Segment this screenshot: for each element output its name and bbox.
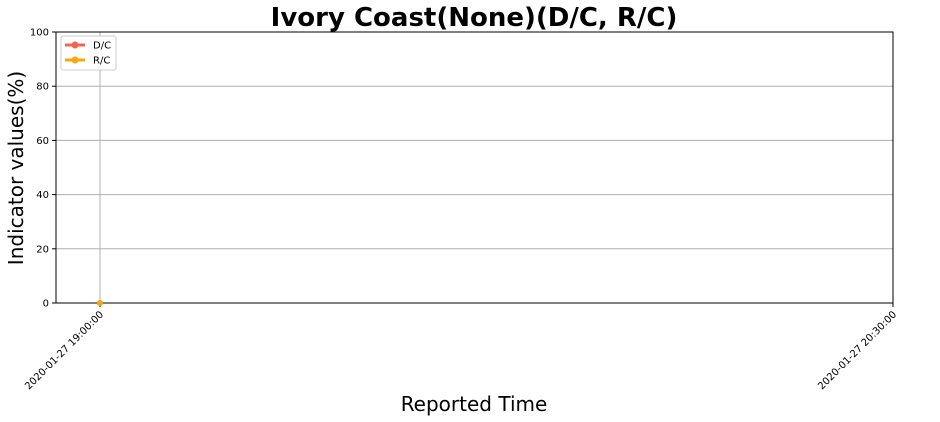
data-point bbox=[97, 300, 103, 306]
y-tick-label: 0 bbox=[43, 299, 49, 310]
x-axis-label: Reported Time bbox=[401, 392, 548, 416]
x-tick-label: 2020-01-27 20:30:00 bbox=[816, 309, 899, 392]
y-tick-label: 80 bbox=[36, 82, 49, 93]
x-tick-label: 2020-01-27 19:00:00 bbox=[23, 309, 106, 392]
y-tick-label: 20 bbox=[36, 244, 49, 255]
y-tick-label: 40 bbox=[36, 190, 49, 201]
legend-label: R/C bbox=[93, 56, 110, 67]
series-layer bbox=[97, 300, 103, 306]
legend: D/C R/C bbox=[60, 35, 117, 71]
y-axis: 0 20 40 60 80 100 bbox=[30, 28, 56, 310]
y-axis-label: Indicator values(%) bbox=[4, 71, 28, 265]
y-tick-label: 60 bbox=[36, 136, 49, 147]
grid-lines bbox=[56, 32, 893, 303]
x-axis: 2020-01-27 19:00:00 2020-01-27 20:30:00 bbox=[23, 303, 899, 392]
y-tick-label: 100 bbox=[30, 28, 49, 39]
plot-area bbox=[55, 31, 894, 304]
legend-label: D/C bbox=[93, 41, 111, 52]
chart-title: Ivory Coast(None)(D/C, R/C) bbox=[271, 3, 678, 33]
legend-marker bbox=[71, 41, 79, 49]
legend-marker bbox=[71, 56, 79, 64]
